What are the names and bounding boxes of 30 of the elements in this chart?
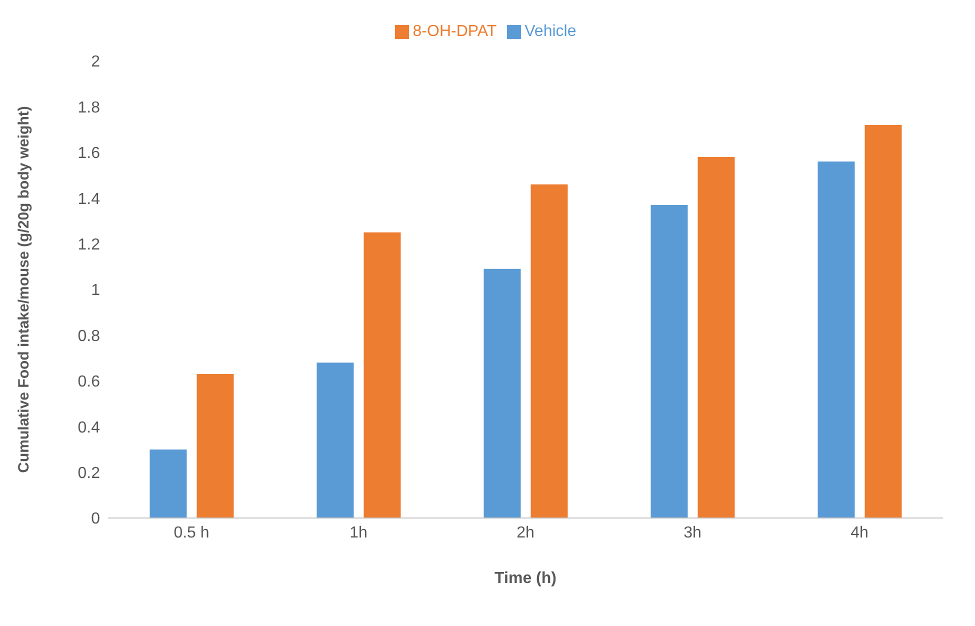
y-tick-label: 0.6 [78,374,100,391]
x-tick-label: 1h [350,524,368,542]
x-tick-label: 4h [850,524,868,542]
legend-label: 8-OH-DPAT [412,23,497,40]
bar [818,162,855,518]
y-tick-label: 0.8 [78,328,100,345]
bar [364,232,401,518]
bar [484,268,521,518]
bar [864,124,902,518]
y-tick-label: 0.4 [78,419,100,436]
legend-label: Vehicle [524,23,576,40]
y-tick-label: 0 [91,510,100,528]
y-tick-label: 2 [91,54,100,71]
y-tick-label: 0.2 [78,464,100,482]
bar [698,156,735,518]
bar [530,184,568,518]
bar [150,449,187,518]
x-tick-label: 0.5 h [174,524,210,542]
y-tick-label: 1.8 [78,99,100,116]
y-tick-label: 1 [91,282,100,300]
y-tick-label: 1.6 [78,145,100,162]
bar [650,204,688,518]
x-tick-label: 2h [516,524,534,542]
y-tick-label: 1.2 [78,236,100,254]
y-tick-label: 1.4 [78,190,100,208]
x-tick-label: 3h [684,524,702,542]
x-axis-title: Time (h) [494,570,556,587]
bar [316,362,354,518]
bar [196,374,234,518]
y-axis-title: Cumulative Food intake/mouse (g/20g body weight) [15,106,32,473]
